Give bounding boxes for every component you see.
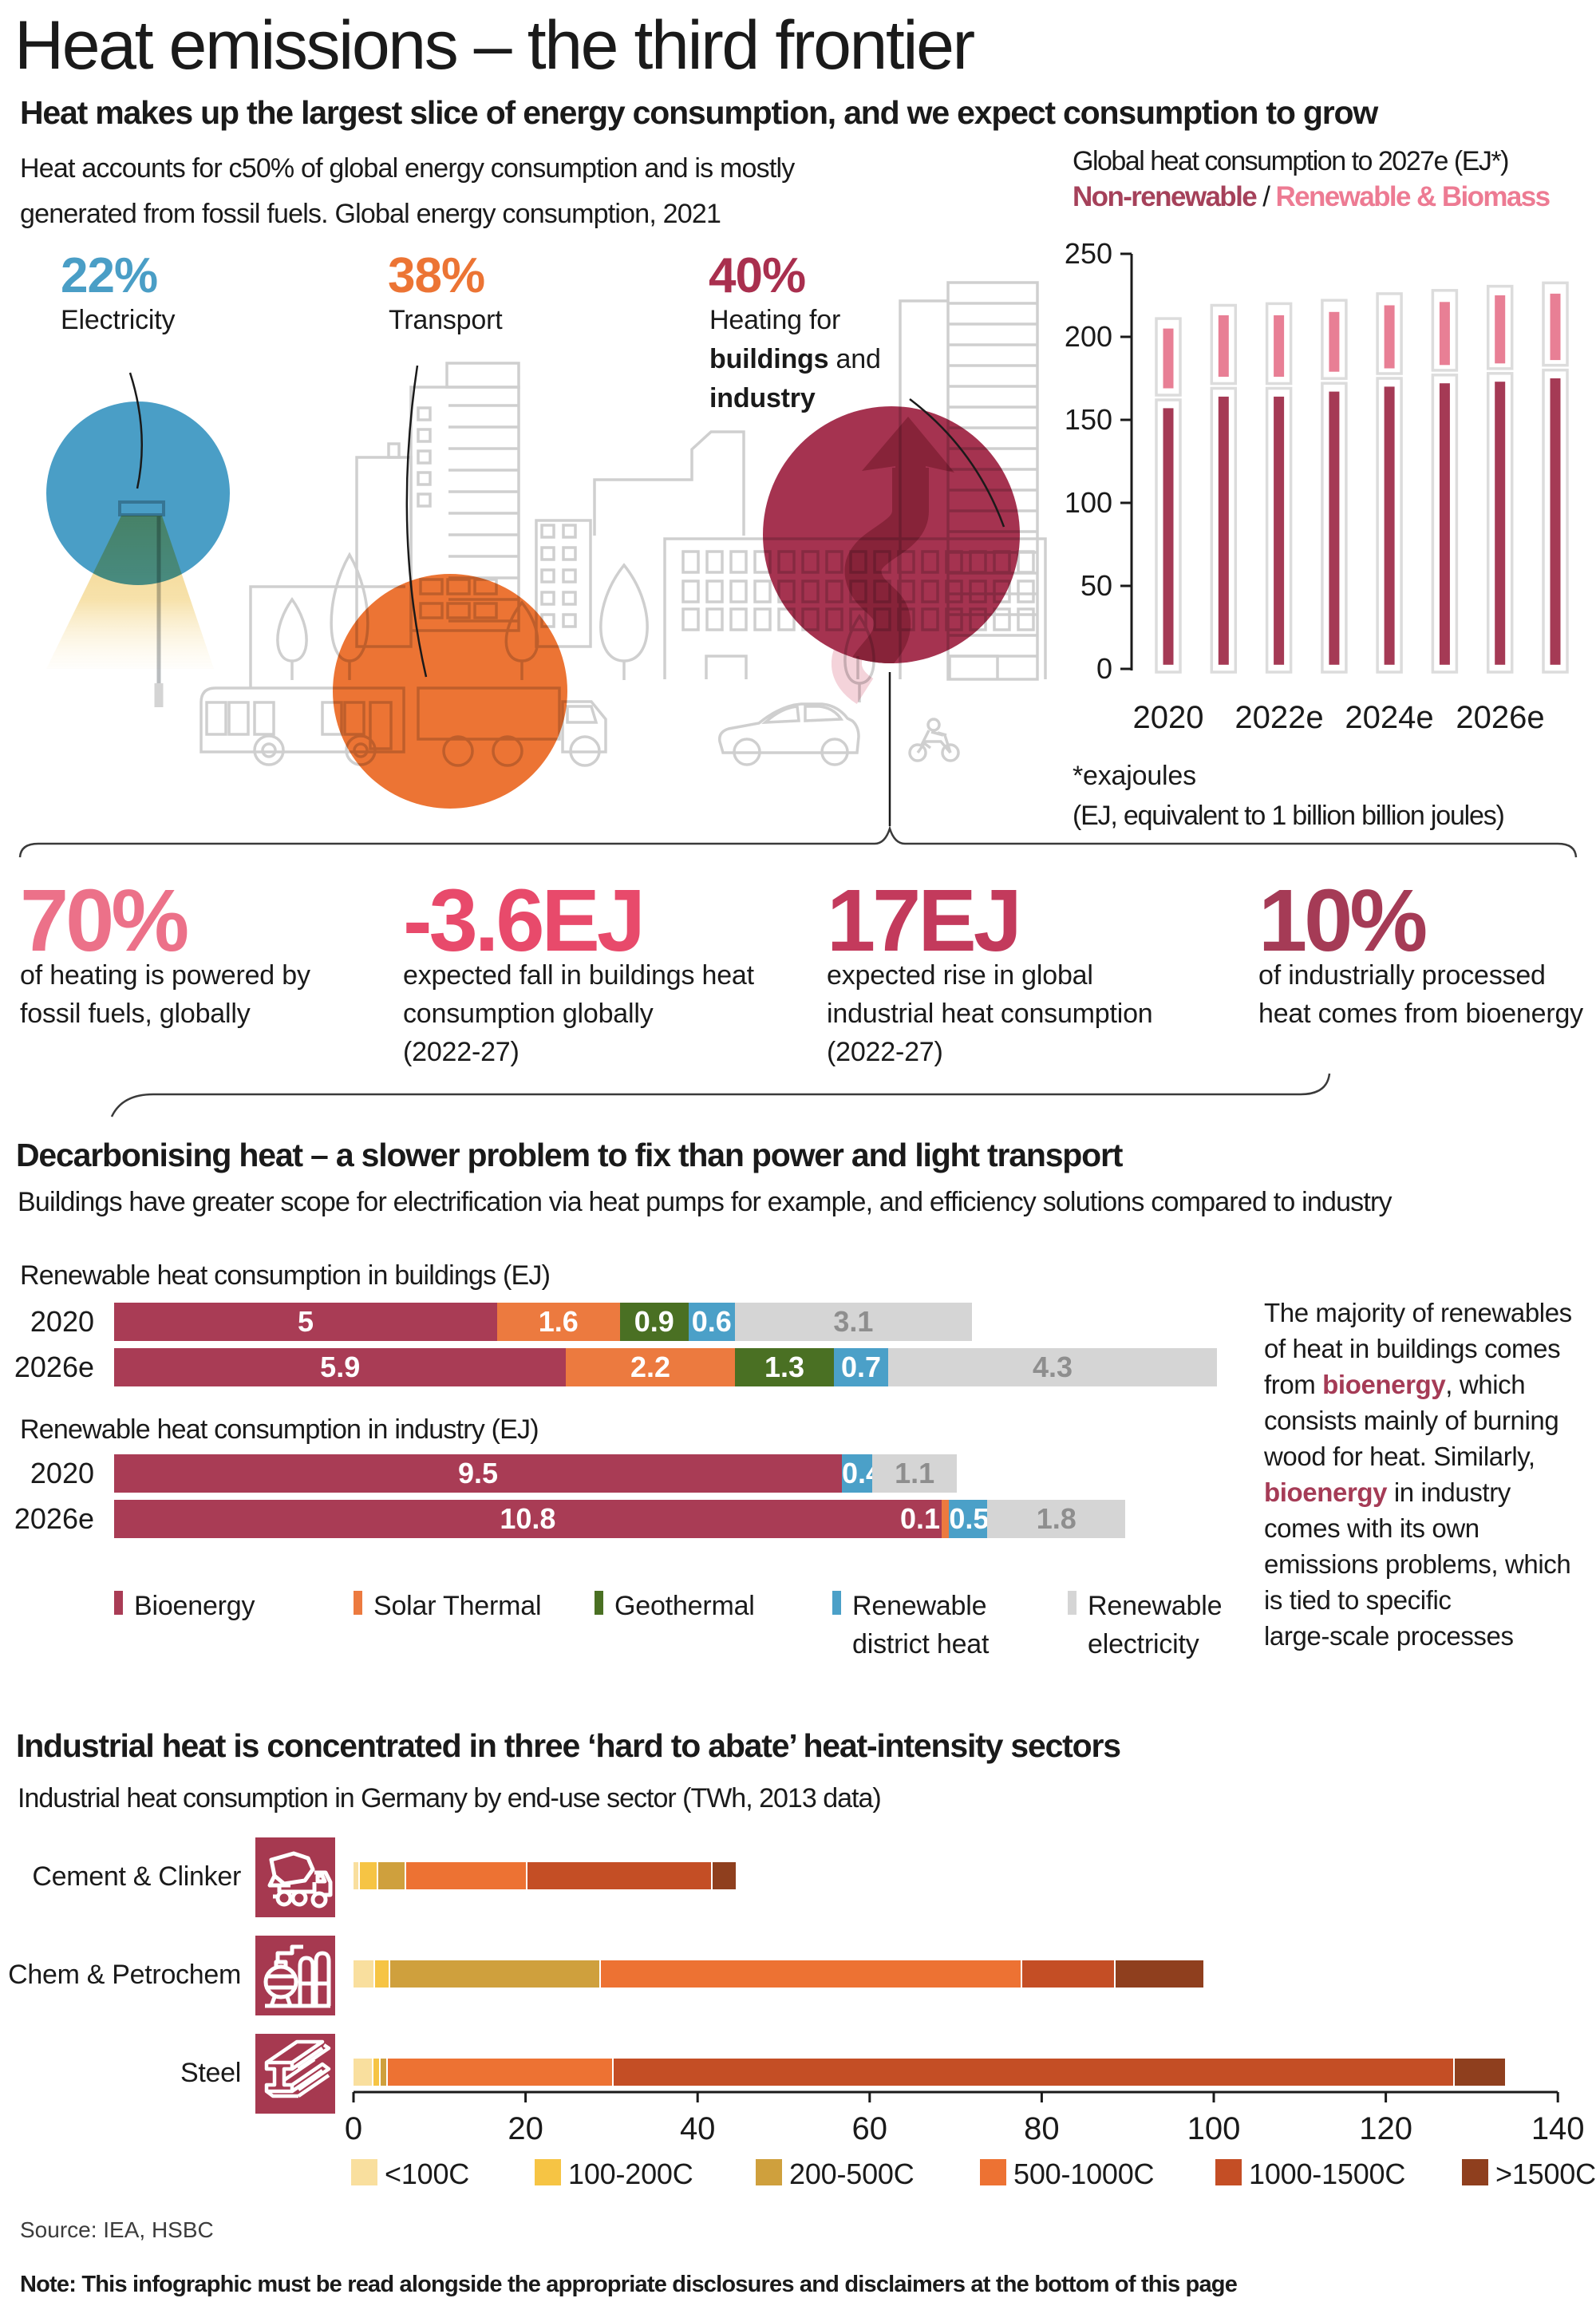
- svg-text:2020: 2020: [1133, 700, 1204, 735]
- svg-text:0: 0: [1096, 652, 1112, 685]
- svg-text:20: 20: [508, 2111, 543, 2146]
- svg-text:150: 150: [1065, 403, 1112, 436]
- svg-text:0: 0: [345, 2111, 362, 2146]
- svg-text:140: 140: [1531, 2111, 1585, 2146]
- svg-text:200: 200: [1065, 320, 1112, 353]
- svg-text:120: 120: [1359, 2111, 1412, 2146]
- svg-text:2024e: 2024e: [1345, 700, 1433, 735]
- svg-text:2026e: 2026e: [1456, 700, 1544, 735]
- svg-text:100: 100: [1187, 2111, 1241, 2146]
- svg-text:60: 60: [852, 2111, 888, 2146]
- svg-text:2022e: 2022e: [1235, 700, 1323, 735]
- svg-text:40: 40: [680, 2111, 716, 2146]
- svg-text:50: 50: [1080, 569, 1112, 602]
- svg-text:250: 250: [1065, 237, 1112, 270]
- svg-text:100: 100: [1065, 486, 1112, 519]
- svg-text:80: 80: [1024, 2111, 1060, 2146]
